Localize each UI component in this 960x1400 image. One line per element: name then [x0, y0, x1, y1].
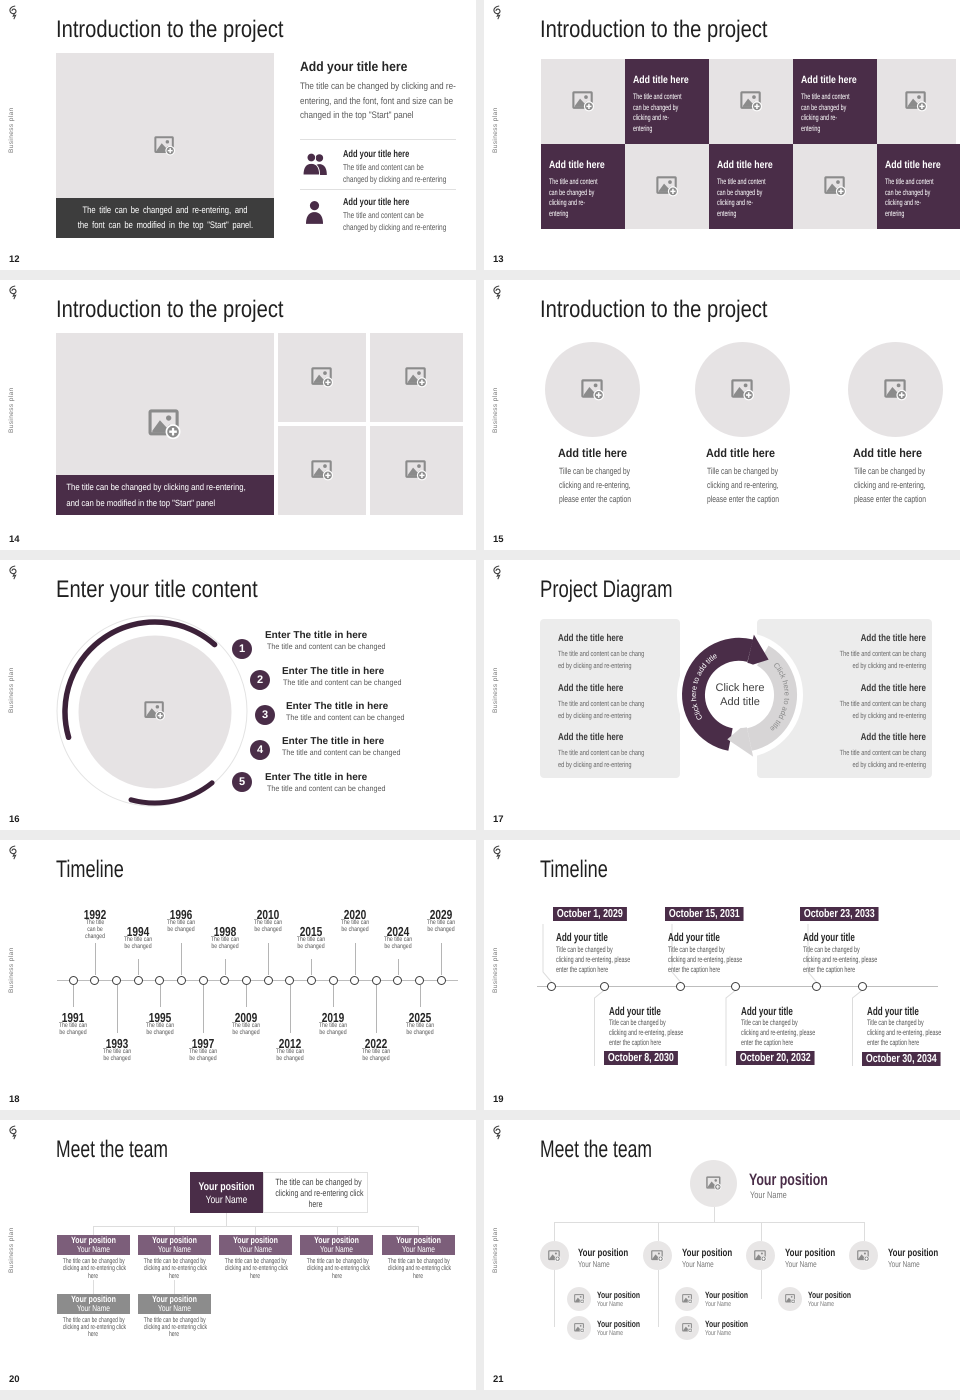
svg-text:Click here: Click here: [716, 682, 765, 694]
svg-text:Add title: Add title: [720, 696, 760, 708]
